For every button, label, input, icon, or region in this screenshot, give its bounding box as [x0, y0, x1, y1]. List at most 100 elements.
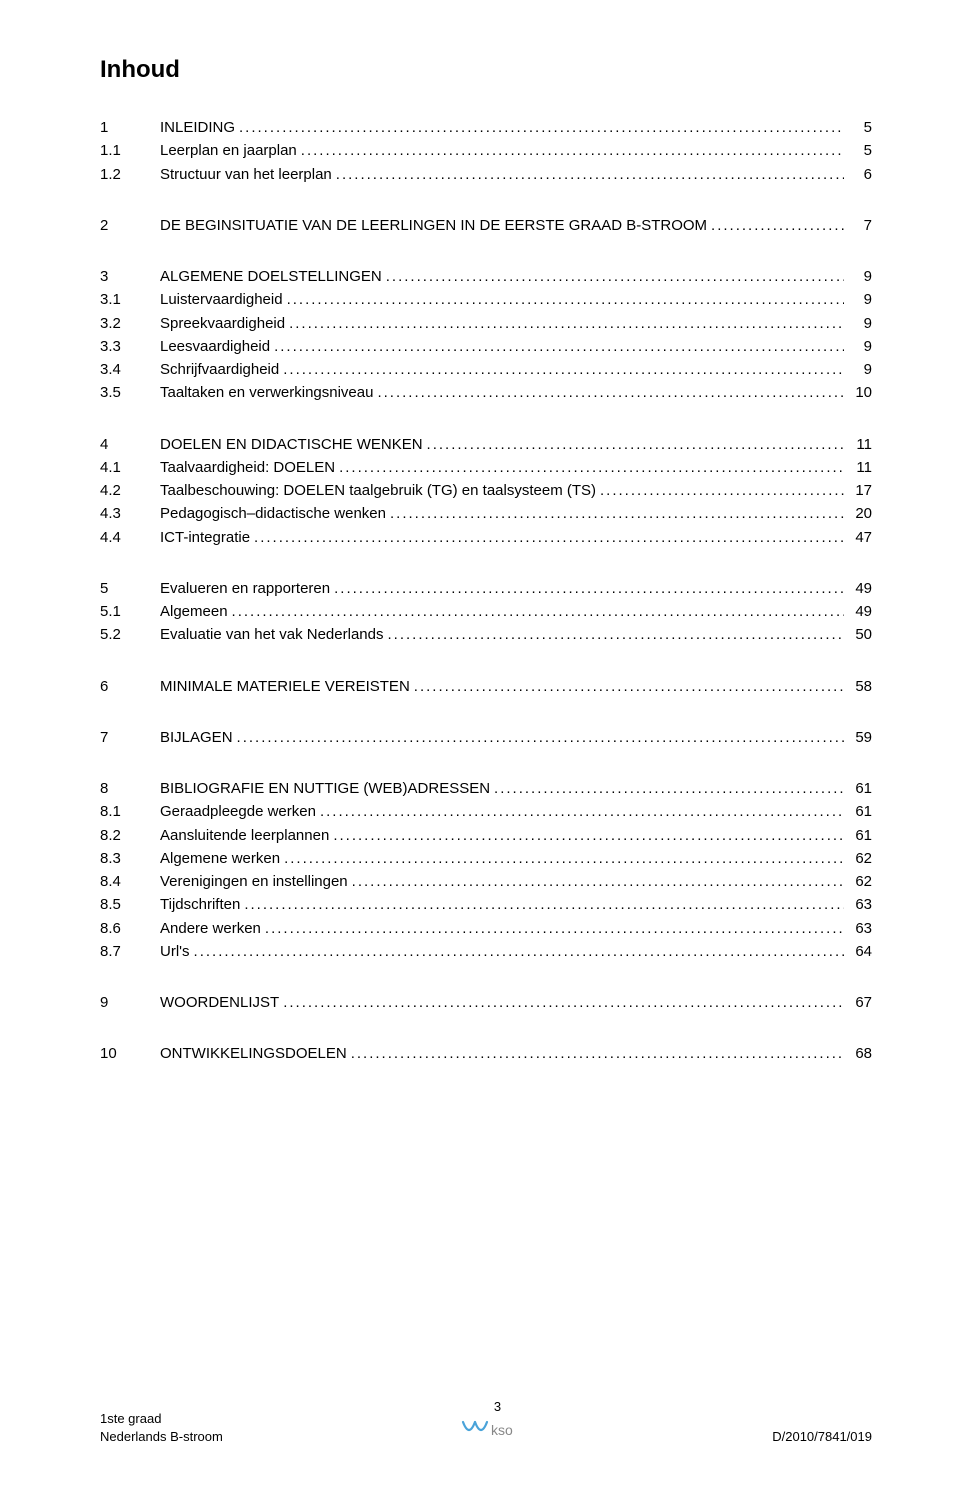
footer-left-line2: Nederlands B-stroom: [100, 1428, 223, 1446]
toc-leader: [494, 777, 844, 800]
footer: 1ste graad Nederlands B-stroom 3 kso D/2…: [100, 1399, 872, 1446]
toc-number: 8: [100, 777, 160, 800]
toc-page: 9: [848, 335, 872, 358]
toc-page: 49: [848, 600, 872, 623]
toc-leader: [377, 381, 844, 404]
toc-row: 8.4Verenigingen en instellingen62: [100, 870, 872, 893]
toc-row: 8.1Geraadpleegde werken61: [100, 800, 872, 823]
toc-row: 3.2Spreekvaardigheid9: [100, 312, 872, 335]
toc-label: Leesvaardigheid: [160, 335, 270, 358]
toc-page: 63: [848, 893, 872, 916]
toc-label: BIBLIOGRAFIE EN NUTTIGE (WEB)ADRESSEN: [160, 777, 490, 800]
toc-block: 1INLEIDING51.1Leerplan en jaarplan51.2St…: [100, 116, 872, 186]
toc-number: 4.1: [100, 456, 160, 479]
toc-number: 8.1: [100, 800, 160, 823]
toc-page: 5: [848, 139, 872, 162]
toc-page: 50: [848, 623, 872, 646]
toc-row: 3.4Schrijfvaardigheid9: [100, 358, 872, 381]
footer-left: 1ste graad Nederlands B-stroom: [100, 1410, 223, 1446]
toc-page: 49: [848, 577, 872, 600]
toc-leader: [301, 139, 844, 162]
toc-row: 4.2Taalbeschouwing: DOELEN taalgebruik (…: [100, 479, 872, 502]
toc-number: 3: [100, 265, 160, 288]
toc-row: 8.7Url's64: [100, 940, 872, 963]
toc-page: 67: [848, 991, 872, 1014]
toc-number: 8.5: [100, 893, 160, 916]
toc-row: 1INLEIDING5: [100, 116, 872, 139]
toc-row: 3.5Taaltaken en verwerkingsniveau10: [100, 381, 872, 404]
toc-block: 8BIBLIOGRAFIE EN NUTTIGE (WEB)ADRESSEN 61…: [100, 777, 872, 963]
footer-right-line: D/2010/7841/019: [772, 1428, 872, 1446]
toc-leader: [600, 479, 844, 502]
toc-label: Andere werken: [160, 917, 261, 940]
toc-leader: [287, 288, 844, 311]
toc-label: INLEIDING: [160, 116, 235, 139]
toc-row: 7BIJLAGEN59: [100, 726, 872, 749]
logo-text: kso: [491, 1422, 513, 1438]
toc-leader: [254, 526, 844, 549]
toc-page: 9: [848, 358, 872, 381]
toc-page: 9: [848, 312, 872, 335]
toc-number: 4.4: [100, 526, 160, 549]
toc-row: 3.3Leesvaardigheid9: [100, 335, 872, 358]
toc-leader: [336, 163, 844, 186]
footer-left-line1: 1ste graad: [100, 1410, 223, 1428]
toc-block: 6MINIMALE MATERIELE VEREISTEN58: [100, 675, 872, 698]
toc-label: Aansluitende leerplannen: [160, 824, 329, 847]
toc-page: 9: [848, 265, 872, 288]
toc-page: 11: [848, 433, 872, 456]
toc-page: 58: [848, 675, 872, 698]
toc-row: 10ONTWIKKELINGSDOELEN68: [100, 1042, 872, 1065]
toc-leader: [265, 917, 844, 940]
toc-label: Tijdschriften: [160, 893, 240, 916]
toc-row: 3.1Luistervaardigheid9: [100, 288, 872, 311]
toc-row: 3ALGEMENE DOELSTELLINGEN9: [100, 265, 872, 288]
toc-leader: [194, 940, 844, 963]
toc-block: 3ALGEMENE DOELSTELLINGEN93.1Luistervaard…: [100, 265, 872, 405]
toc-leader: [283, 991, 844, 1014]
toc-label: Pedagogisch–didactische wenken: [160, 502, 386, 525]
toc-leader: [333, 824, 844, 847]
toc-page: 68: [848, 1042, 872, 1065]
logo-icon: kso: [459, 1416, 537, 1446]
toc-number: 4.2: [100, 479, 160, 502]
footer-page-number: 3: [459, 1399, 537, 1414]
table-of-contents: 1INLEIDING51.1Leerplan en jaarplan51.2St…: [100, 116, 872, 1066]
toc-label: Structuur van het leerplan: [160, 163, 332, 186]
toc-number: 3.2: [100, 312, 160, 335]
toc-page: 61: [848, 777, 872, 800]
toc-number: 5.2: [100, 623, 160, 646]
toc-label: Evalueren en rapporteren: [160, 577, 330, 600]
toc-page: 47: [848, 526, 872, 549]
toc-number: 1: [100, 116, 160, 139]
toc-number: 7: [100, 726, 160, 749]
toc-row: 8.6Andere werken63: [100, 917, 872, 940]
page-title: Inhoud: [100, 56, 872, 84]
toc-number: 5: [100, 577, 160, 600]
toc-leader: [414, 675, 844, 698]
footer-center: 3 kso: [459, 1399, 537, 1446]
toc-label: Algemeen: [160, 600, 228, 623]
toc-row: 4DOELEN EN DIDACTISCHE WENKEN11: [100, 433, 872, 456]
toc-label: Taaltaken en verwerkingsniveau: [160, 381, 373, 404]
toc-leader: [289, 312, 844, 335]
toc-page: 7: [848, 214, 872, 237]
toc-page: 64: [848, 940, 872, 963]
toc-block: 9WOORDENLIJST67: [100, 991, 872, 1014]
toc-row: 5.2Evaluatie van het vak Nederlands50: [100, 623, 872, 646]
toc-leader: [339, 456, 844, 479]
toc-leader: [386, 265, 844, 288]
toc-number: 8.4: [100, 870, 160, 893]
toc-row: 1.2Structuur van het leerplan6: [100, 163, 872, 186]
toc-number: 8.6: [100, 917, 160, 940]
toc-row: 8.5Tijdschriften 63: [100, 893, 872, 916]
toc-number: 8.7: [100, 940, 160, 963]
toc-label: WOORDENLIJST: [160, 991, 279, 1014]
toc-leader: [427, 433, 844, 456]
toc-block: 4DOELEN EN DIDACTISCHE WENKEN114.1Taalva…: [100, 433, 872, 549]
toc-leader: [352, 870, 844, 893]
toc-label: Taalbeschouwing: DOELEN taalgebruik (TG)…: [160, 479, 596, 502]
toc-label: Algemene werken: [160, 847, 280, 870]
toc-leader: [237, 726, 844, 749]
toc-leader: [244, 893, 844, 916]
